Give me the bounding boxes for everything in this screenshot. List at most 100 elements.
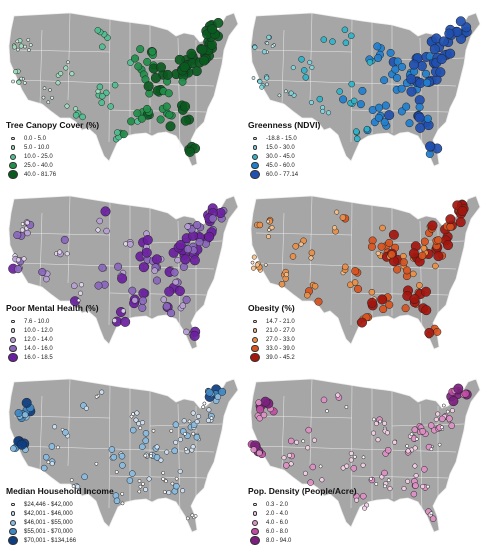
legend-item: 8.0 - 94.0 (248, 535, 357, 546)
city-marker (391, 65, 400, 74)
legend-label: 12.0 - 14.0 (24, 336, 53, 343)
city-marker (174, 256, 181, 264)
city-marker (15, 39, 20, 44)
us-map (8, 12, 239, 167)
city-marker (137, 489, 142, 494)
city-marker (21, 411, 29, 419)
city-marker (371, 430, 376, 436)
city-marker (134, 62, 143, 71)
city-marker (342, 263, 349, 271)
city-marker (425, 52, 434, 61)
city-marker (162, 69, 173, 80)
city-marker (348, 80, 355, 88)
legend-circle-icon (250, 352, 260, 363)
city-marker (405, 478, 411, 484)
legend-item: 4.0 - 6.0 (248, 518, 357, 527)
city-marker (151, 267, 158, 274)
legend-title: Pop. Density (People/Acre) (248, 486, 357, 496)
city-marker (94, 461, 99, 466)
city-marker (137, 114, 146, 123)
legend-label: -18.8 - 15.0 (266, 135, 297, 142)
city-marker (136, 45, 145, 54)
city-marker (199, 55, 210, 66)
legend-item: $46,001 - $55,000 (6, 518, 114, 527)
legend-item: 10.0 - 12.0 (6, 326, 99, 335)
city-marker (21, 397, 32, 408)
city-marker (94, 281, 103, 290)
city-marker (120, 501, 125, 506)
city-marker (197, 44, 208, 55)
city-marker (170, 481, 175, 486)
city-marker (187, 419, 192, 424)
city-marker (193, 221, 202, 229)
city-marker (120, 492, 125, 496)
city-marker (151, 254, 162, 265)
city-marker (455, 217, 466, 228)
legend-circle-icon (10, 336, 16, 343)
city-marker (308, 100, 314, 105)
city-marker (393, 57, 402, 66)
city-marker (209, 416, 214, 420)
legend-label: 14.0 - 16.0 (24, 345, 53, 352)
city-marker (138, 303, 147, 312)
city-marker (368, 288, 376, 296)
city-marker (415, 103, 424, 112)
city-marker (408, 248, 419, 259)
legend-label: 27.0 - 33.0 (266, 336, 295, 343)
city-marker (55, 80, 61, 86)
city-marker (401, 304, 410, 313)
legend-label: 60.0 - 77.14 (266, 171, 299, 178)
city-marker (107, 103, 114, 110)
legend-label: $70,001 - $134,166 (24, 537, 77, 544)
legend-label: 0.0 - 5.0 (24, 135, 47, 142)
city-marker (153, 454, 161, 461)
city-marker (79, 113, 86, 121)
city-marker (311, 282, 319, 290)
city-marker (384, 110, 395, 121)
city-marker (133, 417, 139, 423)
city-marker (13, 231, 22, 240)
city-marker (127, 241, 134, 248)
city-marker (342, 39, 350, 47)
city-marker (161, 471, 166, 475)
city-marker (393, 73, 401, 82)
city-marker (388, 229, 399, 240)
legend-label: 14.7 - 21.0 (266, 318, 295, 325)
city-marker (307, 479, 314, 486)
city-marker (111, 81, 119, 89)
city-marker (304, 291, 311, 299)
city-marker (98, 99, 105, 106)
city-marker (423, 114, 432, 123)
legend-circle-icon (9, 161, 17, 170)
city-marker (416, 282, 423, 289)
city-marker (429, 447, 434, 452)
city-marker (308, 255, 314, 261)
city-marker (256, 221, 264, 229)
legend-swatch (248, 535, 262, 546)
city-marker (208, 214, 217, 223)
city-marker (205, 388, 214, 397)
legend-circle-icon (253, 319, 257, 324)
city-marker (344, 405, 349, 409)
city-marker (146, 476, 152, 482)
city-marker (269, 225, 275, 231)
legend-label: 10.0 - 12.0 (24, 327, 53, 334)
legend-item: -18.8 - 15.0 (248, 134, 320, 143)
city-marker (218, 387, 227, 396)
city-marker (127, 117, 136, 126)
city-marker (56, 445, 60, 450)
city-marker (385, 238, 394, 247)
city-marker (148, 47, 157, 56)
city-marker (461, 389, 470, 398)
city-marker (433, 417, 439, 422)
city-marker (419, 428, 427, 435)
city-marker (202, 401, 207, 406)
city-marker (420, 245, 428, 252)
legend-swatch (6, 153, 20, 160)
legend-circle-icon (251, 527, 259, 536)
legend-label: 0.3 - 2.0 (266, 501, 289, 508)
legend-label: 33.0 - 39.0 (266, 345, 295, 352)
city-marker (114, 470, 119, 474)
legend-item: 15.0 - 30.0 (248, 143, 320, 152)
city-marker (48, 88, 52, 92)
